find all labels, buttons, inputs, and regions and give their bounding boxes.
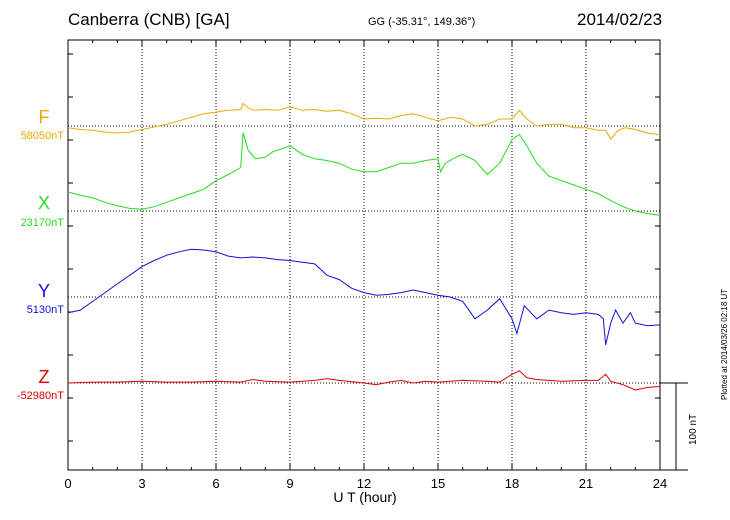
x-tick-label-0: 0 — [64, 476, 71, 491]
baseline-label-x: 23170nT — [20, 217, 64, 229]
plotted-timestamp: Plotted at 2014/03/26 02:18 UT — [720, 288, 729, 400]
series-label-z: Z — [38, 367, 50, 387]
x-tick-label-3: 3 — [138, 476, 145, 491]
station-coordinates: GG (-35.31°, 149.36°) — [368, 16, 476, 28]
baseline-label-y: 5130nT — [26, 304, 64, 316]
x-tick-label-18: 18 — [505, 476, 519, 491]
series-label-f: F — [38, 107, 50, 127]
series-label-x: X — [37, 193, 50, 213]
series-label-y: Y — [37, 281, 50, 301]
x-tick-label-6: 6 — [212, 476, 219, 491]
x-tick-label-12: 12 — [357, 476, 371, 491]
chart-title: Canberra (CNB) [GA] — [68, 10, 230, 29]
x-tick-label-24: 24 — [653, 476, 667, 491]
series-line-z — [67, 370, 661, 391]
plot-frame — [67, 39, 661, 471]
series-line-f — [67, 102, 661, 140]
baseline-label-z: -52980nT — [16, 390, 64, 402]
series-line-y — [67, 248, 661, 346]
x-tick-label-21: 21 — [579, 476, 593, 491]
series-line-x — [67, 132, 661, 216]
scale-bar-label: 100 nT — [688, 413, 699, 445]
baseline-label-f: 58050nT — [20, 130, 64, 142]
chart-date: 2014/02/23 — [577, 10, 663, 29]
x-tick-label-15: 15 — [431, 476, 445, 491]
x-tick-label-9: 9 — [286, 476, 293, 491]
x-axis-label: U T (hour) — [333, 489, 397, 505]
